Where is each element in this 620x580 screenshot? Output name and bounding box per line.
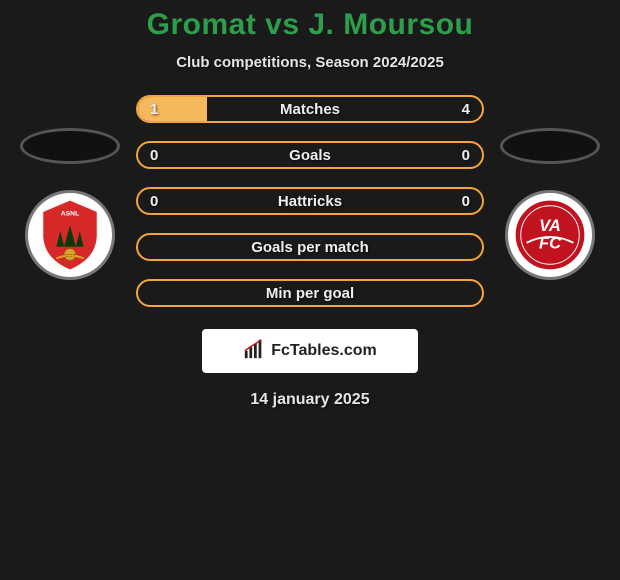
stat-label: Goals per match <box>138 239 482 256</box>
left-side: ASNL 1967 <box>20 122 120 280</box>
svg-text:VA: VA <box>539 216 561 235</box>
comparison-area: ASNL 1967 1 Matches 4 <box>0 95 620 307</box>
stat-label: Goals <box>138 147 482 164</box>
club-badge-left: ASNL 1967 <box>25 190 115 280</box>
stat-bar-matches: 1 Matches 4 <box>136 95 484 123</box>
footer-date: 14 january 2025 <box>0 391 620 409</box>
attribution-box: FcTables.com <box>202 329 418 373</box>
stat-bar-mpg: Min per goal <box>136 279 484 307</box>
stat-bar-goals: 0 Goals 0 <box>136 141 484 169</box>
stat-right-value: 0 <box>462 147 470 164</box>
stat-bars: 1 Matches 4 0 Goals 0 0 Hattricks 0 Goal… <box>136 95 484 307</box>
stat-label: Matches <box>138 101 482 118</box>
player-ellipse-right <box>500 128 600 164</box>
player-ellipse-left <box>20 128 120 164</box>
stat-bar-gpm: Goals per match <box>136 233 484 261</box>
bar-chart-icon <box>243 338 265 365</box>
asnl-logo-icon: ASNL 1967 <box>31 196 109 274</box>
right-side: VA FC <box>500 122 600 280</box>
club-badge-right: VA FC <box>505 190 595 280</box>
page-title: Gromat vs J. Moursou <box>0 8 620 42</box>
subtitle: Club competitions, Season 2024/2025 <box>0 54 620 71</box>
svg-text:ASNL: ASNL <box>61 211 80 218</box>
attribution-text: FcTables.com <box>271 342 377 360</box>
stat-right-value: 4 <box>462 101 470 118</box>
stat-label: Hattricks <box>138 193 482 210</box>
stat-bar-hattricks: 0 Hattricks 0 <box>136 187 484 215</box>
stat-label: Min per goal <box>138 285 482 302</box>
vafc-logo-icon: VA FC <box>511 196 589 274</box>
stat-right-value: 0 <box>462 193 470 210</box>
